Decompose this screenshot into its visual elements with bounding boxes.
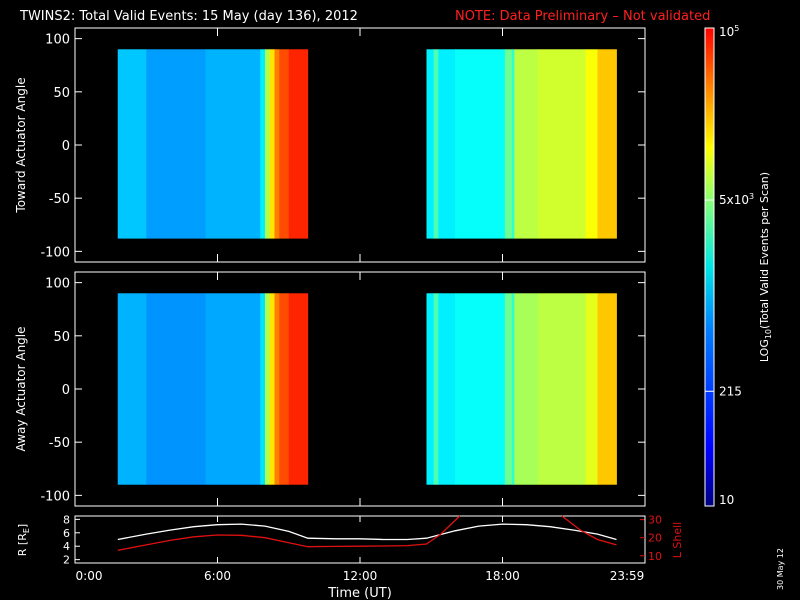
date-stamp: 30 May 12	[776, 548, 785, 590]
away-heatmap-panel: 100 50 0 -50 -100 Away Actuator Angle	[14, 271, 646, 507]
away-y-axis: 100 50 0 -50 -100	[40, 277, 645, 504]
orbit-time-axis: 0:00 6:00 12:00 18:00 23:59	[74, 516, 646, 583]
orbit-lshell-line	[561, 515, 617, 546]
away-heatmap-cell	[260, 293, 266, 485]
away-heatmap-cell	[538, 293, 587, 485]
away-y-tick-label: 0	[62, 383, 70, 398]
toward-y-tick-label: 100	[45, 33, 70, 48]
colorbar-tick-label: 10	[719, 493, 734, 507]
figure-title: TWINS2: Total Valid Events: 15 May (day …	[19, 9, 358, 24]
away-heatmap-cell	[117, 293, 147, 485]
away-x-ticks	[74, 272, 646, 506]
away-heatmap-cell	[433, 293, 439, 485]
colorbar-label: LOG10(Total Valid Events per Scan)	[758, 172, 773, 362]
orbit-axes-frame	[74, 515, 646, 564]
orbit-lshell-line	[117, 515, 461, 551]
orbit-lshell-axis: 10 20 30	[640, 514, 662, 563]
toward-heatmap-cell	[117, 49, 147, 239]
time-tick-label: 23:59	[610, 569, 645, 583]
away-y-label: Away Actuator Angle	[14, 326, 28, 451]
orbit-lshell-tick-label: 10	[648, 550, 662, 563]
preliminary-note: NOTE: Data Preliminary – Not validated	[455, 9, 710, 24]
toward-heatmap-cell	[426, 49, 435, 239]
toward-heatmap-cell	[279, 49, 290, 239]
colorbar-tick-label: 5x103	[719, 192, 754, 207]
toward-heatmap-cell	[597, 49, 617, 239]
toward-y-tick-label: -100	[40, 245, 70, 260]
toward-heatmap-cell	[265, 49, 271, 239]
toward-heatmap-cell	[205, 49, 261, 239]
toward-y-tick-label: 50	[53, 86, 70, 101]
time-tick-label: 0:00	[76, 569, 103, 583]
orbit-lshell-label: L Shell	[671, 522, 684, 558]
toward-heatmap-cell	[438, 49, 456, 239]
away-y-tick-label: 50	[53, 330, 70, 345]
toward-heatmap-blocks	[117, 49, 617, 239]
away-y-tick-label: -50	[49, 436, 70, 451]
toward-heatmap-panel: 100 50 0 -50 -100 Toward Actuator Angle	[14, 27, 646, 263]
away-heatmap-cell	[146, 293, 207, 485]
toward-heatmap-cell	[504, 49, 513, 239]
orbit-lshell-tick-label: 20	[648, 532, 662, 545]
away-heatmap-cell	[279, 293, 290, 485]
toward-heatmap-cell	[146, 49, 207, 239]
away-heatmap-cell	[205, 293, 261, 485]
colorbar-gradient	[704, 27, 715, 507]
toward-heatmap-cell	[514, 49, 539, 239]
away-heatmap-cell	[504, 293, 513, 485]
colorbar-tick-label: 105	[719, 24, 739, 39]
away-y-tick-label: -100	[40, 489, 70, 504]
orbit-r-tick-label: 2	[63, 554, 70, 567]
orbit-r-tick-label: 8	[63, 513, 70, 526]
toward-heatmap-cell	[512, 49, 515, 239]
toward-heatmap-cell	[538, 49, 587, 239]
toward-heatmap-cell	[585, 49, 598, 239]
away-heatmap-cell	[288, 293, 309, 485]
time-tick-label: 6:00	[204, 569, 231, 583]
toward-y-tick-label: -50	[49, 192, 70, 207]
away-heatmap-cell	[265, 293, 271, 485]
away-heatmap-cell	[514, 293, 539, 485]
toward-heatmap-cell	[260, 49, 266, 239]
toward-heatmap-cell	[433, 49, 439, 239]
toward-y-label: Toward Actuator Angle	[14, 77, 28, 213]
toward-heatmap-cell	[269, 49, 275, 239]
orbit-r-tick-label: 6	[63, 527, 70, 540]
toward-x-ticks	[74, 28, 646, 262]
toward-heatmap-cell	[274, 49, 280, 239]
away-heatmap-cell	[455, 293, 506, 485]
orbit-lshell-tick-label: 30	[648, 514, 662, 527]
away-heatmap-cell	[597, 293, 617, 485]
away-heatmap-cell	[585, 293, 598, 485]
time-tick-label: 12:00	[343, 569, 378, 583]
away-heatmap-cell	[426, 293, 435, 485]
toward-y-axis: 100 50 0 -50 -100	[40, 33, 645, 260]
colorbar: 105 5x103 215 10 LOG10(Total Valid Events p…	[704, 24, 773, 507]
toward-heatmap-cell	[455, 49, 506, 239]
time-tick-label: 18:00	[485, 569, 520, 583]
away-heatmap-cell	[438, 293, 456, 485]
away-y-tick-label: 100	[45, 277, 70, 292]
orbit-r-label: R [RE]	[16, 524, 31, 556]
away-heatmap-cell	[269, 293, 275, 485]
time-axis-label: Time (UT)	[327, 586, 392, 600]
away-heatmap-cell	[512, 293, 515, 485]
away-heatmap-blocks	[117, 293, 617, 485]
toward-y-tick-label: 0	[62, 139, 70, 154]
colorbar-tick-label: 215	[719, 384, 742, 398]
away-heatmap-cell	[274, 293, 280, 485]
orbit-r-line	[117, 523, 617, 541]
orbit-r-tick-label: 4	[63, 540, 70, 553]
toward-heatmap-cell	[288, 49, 309, 239]
orbit-lines	[117, 515, 617, 551]
